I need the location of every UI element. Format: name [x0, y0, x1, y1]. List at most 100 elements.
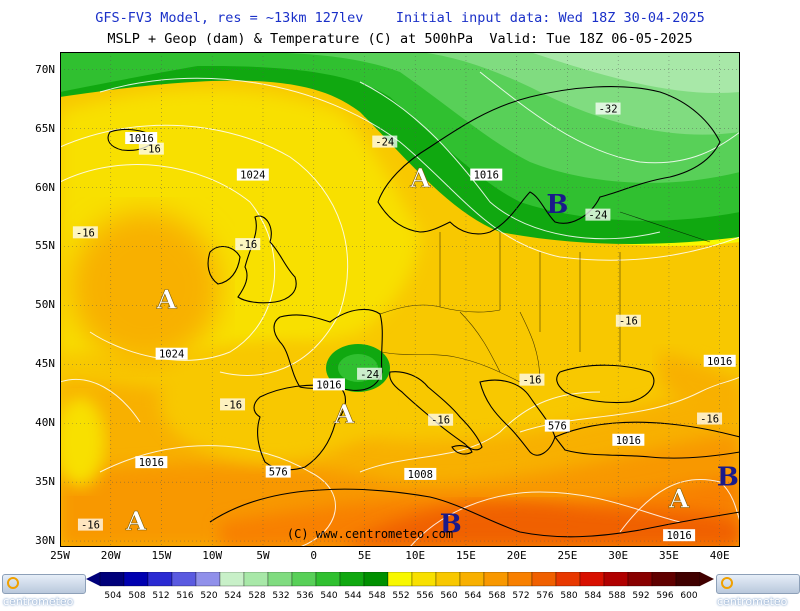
isotherm-label: -16 — [223, 399, 242, 411]
colorbar-level-label: 504 — [104, 591, 121, 600]
colorbar-level-label: 556 — [416, 591, 433, 600]
isotherm-label-bg — [372, 135, 398, 148]
colorbar-swatch — [531, 571, 557, 587]
colorbar-swatch — [411, 571, 437, 587]
colorbar-level-label: 512 — [152, 591, 169, 600]
colorbar-level-label: 584 — [584, 591, 601, 600]
high-pressure-center: A — [155, 286, 177, 316]
colorbar-swatch — [147, 571, 173, 587]
lon-label: 15W — [151, 549, 172, 562]
colorbar-swatch — [627, 571, 653, 587]
colorbar-swatch — [483, 571, 509, 587]
isobar-label-bg — [125, 132, 158, 145]
logo-ring-icon — [721, 577, 733, 589]
colorbar-level-label: 580 — [560, 591, 577, 600]
isotherm-label-bg — [72, 226, 98, 239]
isobar-label-bg — [470, 168, 503, 181]
centrometeo-logo-right: centrometeo — [716, 574, 800, 608]
logo-text: centrometeo — [717, 595, 788, 608]
colorbar: 504 508 512 516 520 524 528 532 536 540 544 548 552 5… — [0, 571, 800, 601]
isotherm-label: -32 — [599, 104, 618, 116]
colorbar-swatch — [675, 571, 701, 587]
isobar-labels: 1016 1024 1016 1024 1016 1016 576 1008 576 1016 10… — [125, 132, 736, 542]
colorbar-level-label: 568 — [488, 591, 505, 600]
colorbar-swatch — [579, 571, 605, 587]
colorbar-swatch — [291, 571, 317, 587]
isotherm-label-bg — [220, 398, 246, 411]
colorbar-swatch — [99, 571, 125, 587]
lon-label: 15E — [456, 549, 476, 562]
isotherm-label-bg — [357, 367, 383, 380]
colorbar-arrow-left — [86, 572, 100, 586]
high-pressure-center: A — [668, 485, 690, 515]
isobar-label-bg — [135, 456, 168, 469]
low-pressure-center: B — [717, 462, 739, 492]
colorbar-swatch — [315, 571, 341, 587]
isotherm-label-bg — [595, 102, 621, 115]
isobar-label-bg — [236, 168, 269, 181]
lat-label: 55N — [35, 239, 55, 253]
isobar-label: 1016 — [707, 356, 732, 368]
isotherm-label: -24 — [360, 369, 379, 381]
isobar-label-bg — [663, 529, 696, 542]
isotherm-label: -24 — [588, 210, 607, 222]
copyright-credit: (C) www.centrometeo.com — [287, 527, 453, 541]
lat-label: 70N — [35, 62, 55, 76]
weather-map: 1016 1024 1016 1024 1016 1016 576 1008 576 1016 10… — [60, 52, 740, 547]
lon-label: 25E — [557, 549, 578, 562]
colorbar-level-label: 576 — [536, 591, 553, 600]
colorbar-level-label: 560 — [440, 591, 457, 600]
lat-label: 35N — [35, 475, 55, 489]
logo-text: centrometeo — [3, 595, 74, 608]
isobar-label: 1016 — [666, 530, 691, 542]
low-pressure-center: B — [546, 190, 568, 220]
colorbar-level-label: 572 — [512, 591, 529, 600]
graticule — [60, 52, 740, 547]
colorbar-level-label: 528 — [248, 591, 265, 600]
colorbar-level-label: 548 — [368, 591, 385, 600]
lat-label: 50N — [35, 298, 55, 312]
lon-label: 0 — [310, 549, 318, 562]
colorbar-swatch — [195, 571, 221, 587]
logo-ring-icon — [7, 577, 19, 589]
isotherm-label: -16 — [619, 316, 638, 328]
isobar-label: 1016 — [139, 457, 164, 469]
colorbar-swatch — [363, 571, 389, 587]
isobar-label: 1008 — [408, 469, 433, 481]
colorbar-level-label: 600 — [680, 591, 697, 600]
isotherm-label: -16 — [700, 414, 719, 426]
isobar-label-bg — [155, 347, 188, 360]
lon-label: 10W — [202, 549, 223, 562]
colorbar-level-label: 536 — [296, 591, 313, 600]
isobar-label: 576 — [269, 467, 288, 479]
colorbar-level-label: 564 — [464, 591, 481, 600]
lon-label: 20E — [506, 549, 527, 562]
colorbar-swatch — [435, 571, 461, 587]
lon-label: 20W — [100, 549, 121, 562]
isotherm-label: -16 — [81, 520, 100, 532]
colorbar-swatch — [219, 571, 245, 587]
colorbar-arrow-right — [700, 572, 714, 586]
colorbar-level-label: 508 — [128, 591, 145, 600]
colorbar-swatch — [123, 571, 149, 587]
geopotential-field — [60, 52, 740, 547]
colorbar-level-label: 544 — [344, 591, 361, 600]
isotherm-label-bg — [615, 314, 641, 327]
lat-label: 30N — [35, 534, 55, 548]
isobar-label: 1016 — [129, 133, 154, 145]
isobar-label: 1016 — [316, 379, 341, 391]
isotherm-label-bg — [138, 142, 164, 155]
lon-label: 30E — [608, 549, 629, 562]
colorbar-swatch — [555, 571, 581, 587]
colorbar-level-label: 516 — [176, 591, 193, 600]
isotherm-label: -16 — [522, 375, 541, 387]
centrometeo-logo-left: centrometeo — [2, 574, 86, 608]
isotherm-label: -16 — [76, 227, 95, 239]
colorbar-swatch — [267, 571, 293, 587]
isobar-label-bg — [404, 467, 437, 480]
colorbar-level-label: 532 — [272, 591, 289, 600]
colorbar-level-label: 540 — [320, 591, 337, 600]
colorbar-swatch — [651, 571, 677, 587]
lat-label: 65N — [35, 121, 55, 135]
